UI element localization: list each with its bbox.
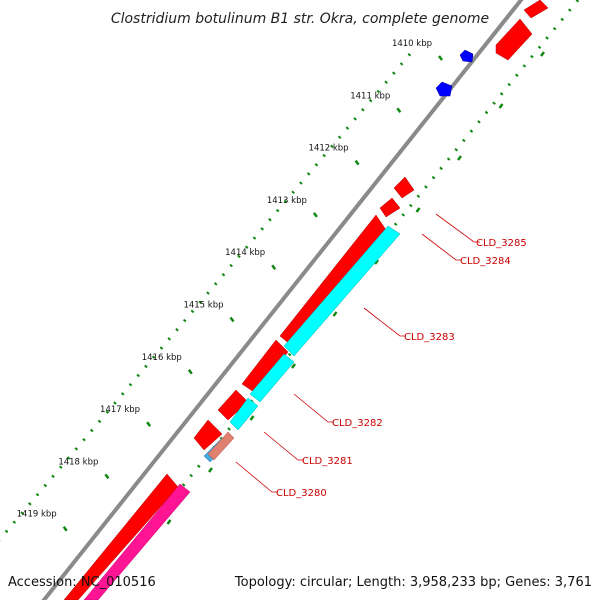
inner-tick-mark xyxy=(332,311,338,317)
inner-tick-mark xyxy=(415,207,421,213)
map-title: Clostridium botulinum B1 str. Okra, comp… xyxy=(111,11,489,27)
gene-feature[interactable] xyxy=(217,389,249,421)
tick-label: 1415 kbp xyxy=(183,301,223,311)
tick-mark xyxy=(62,525,68,532)
leader-line xyxy=(293,393,334,423)
leader-line xyxy=(235,461,278,493)
tick-label: 1416 kbp xyxy=(142,353,182,363)
cds-feature[interactable] xyxy=(207,431,235,461)
reverse-genes xyxy=(83,225,401,600)
forward-genes xyxy=(63,0,549,600)
tick-mark xyxy=(104,473,110,480)
tick-label: 1419 kbp xyxy=(17,510,57,520)
inner-tick-mark xyxy=(540,51,545,57)
outer-ruler xyxy=(0,53,412,542)
accession-text: Accession: NC_010516 xyxy=(8,575,156,590)
tick-mark xyxy=(229,316,235,323)
tick-label: 1418 kbp xyxy=(58,457,98,467)
inner-tick-mark xyxy=(208,467,213,473)
tick-label: 1410 kbp xyxy=(392,39,432,49)
tick-mark xyxy=(187,369,193,375)
gene-label-cld-3284[interactable]: CLD_3284 xyxy=(460,256,511,267)
inner-tick-mark xyxy=(374,259,379,265)
gene-label-cld-3280[interactable]: CLD_3280 xyxy=(276,488,327,499)
tick-label: 1417 kbp xyxy=(100,405,140,415)
gene-feature[interactable] xyxy=(63,473,179,600)
leader-line xyxy=(435,213,480,243)
inner-tick-mark xyxy=(166,519,172,525)
gene-label-cld-3281[interactable]: CLD_3281 xyxy=(302,456,353,467)
tick-mark xyxy=(271,264,277,270)
gene-label-cld-3285[interactable]: CLD_3285 xyxy=(476,238,527,249)
gene-feature[interactable] xyxy=(193,419,223,451)
gene-feature[interactable] xyxy=(523,0,549,19)
genome-backbone xyxy=(41,0,524,600)
leader-line xyxy=(421,233,462,261)
inner-tick-mark xyxy=(457,155,462,161)
cds-feature[interactable] xyxy=(229,397,259,431)
tick-label: 1411 kbp xyxy=(350,91,390,101)
blue-feature[interactable] xyxy=(435,81,453,97)
leader-line xyxy=(263,431,304,461)
gene-label-group: CLD_3285 CLD_3284 CLD_3283 CLD_3282 CLD_… xyxy=(235,213,527,499)
genome-summary-text: Topology: circular; Length: 3,958,233 bp… xyxy=(234,575,592,590)
leader-line xyxy=(363,307,406,337)
tick-label: 1412 kbp xyxy=(309,144,349,154)
cds-feature[interactable] xyxy=(83,483,191,600)
inner-tick-mark xyxy=(249,415,255,421)
gene-feature[interactable] xyxy=(379,197,401,218)
blue-feature[interactable] xyxy=(459,49,474,63)
gene-feature[interactable] xyxy=(393,176,415,199)
tick-label: 1414 kbp xyxy=(225,248,265,258)
tick-mark xyxy=(312,212,318,218)
tick-mark xyxy=(146,421,152,427)
cds-feature[interactable] xyxy=(249,353,295,403)
gene-label-cld-3282[interactable]: CLD_3282 xyxy=(332,418,383,429)
tick-label: 1413 kbp xyxy=(267,196,307,206)
tick-mark xyxy=(438,55,443,61)
inner-tick-mark xyxy=(498,103,504,109)
gene-label-cld-3283[interactable]: CLD_3283 xyxy=(404,332,455,343)
cds-feature[interactable] xyxy=(283,225,401,357)
inner-tick-mark xyxy=(291,363,296,369)
gene-feature[interactable] xyxy=(495,18,533,61)
tick-group: 1410 kbp 1411 kbp 1412 kbp 1413 kbp 1414 kbp… xyxy=(17,39,545,532)
tick-mark xyxy=(354,159,360,166)
tick-mark xyxy=(396,107,402,114)
